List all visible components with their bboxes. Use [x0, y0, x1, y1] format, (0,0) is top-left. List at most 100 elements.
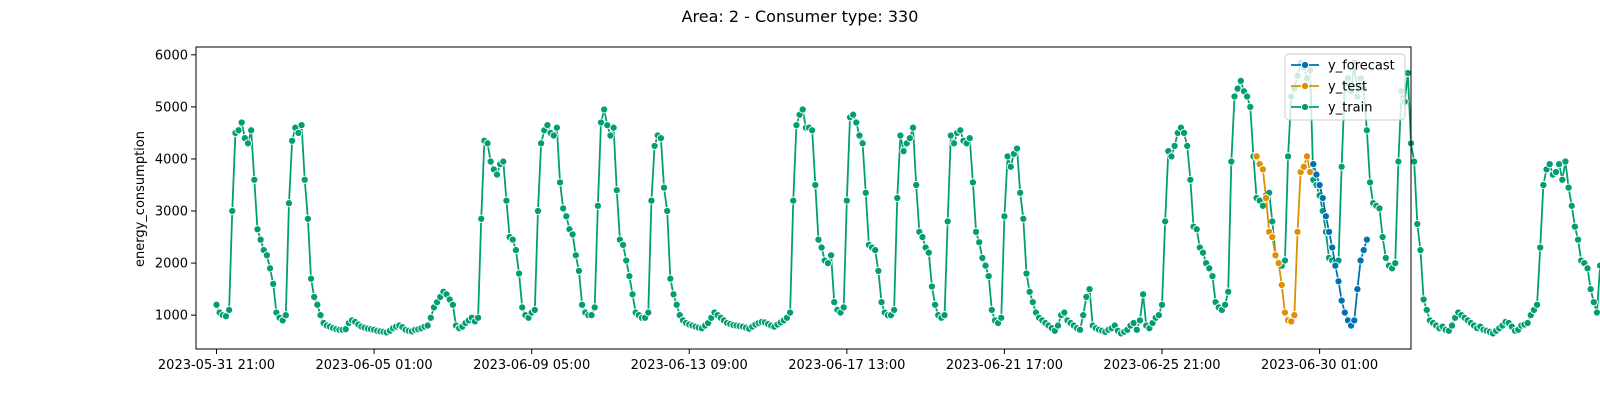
y-tick-label: 2000	[155, 257, 188, 272]
y-train-point	[1574, 236, 1581, 243]
y-train-point	[1379, 233, 1386, 240]
y-train-point	[311, 293, 318, 300]
y-train-point	[474, 314, 481, 321]
y-train-point	[944, 218, 951, 225]
y-train-point	[1423, 306, 1430, 313]
x-tick-label: 2023-06-17 13:00	[788, 358, 905, 373]
y-train-point	[1284, 153, 1291, 160]
y-train-point	[1180, 129, 1187, 136]
y-train-point	[1184, 142, 1191, 149]
y-train-point	[657, 135, 664, 142]
y-test-point	[1272, 252, 1279, 259]
y-train-point	[1524, 319, 1531, 326]
y-test-point	[1269, 233, 1276, 240]
y-train-point	[1590, 299, 1597, 306]
y-train-point	[1013, 145, 1020, 152]
y-train-point	[1171, 142, 1178, 149]
y-train-point	[850, 111, 857, 118]
y-train-point	[941, 312, 948, 319]
y-train-point	[1448, 322, 1455, 329]
y-train-point	[1007, 163, 1014, 170]
y-train-point	[906, 135, 913, 142]
y-train-point	[610, 124, 617, 131]
x-tick-label: 2023-06-09 05:00	[473, 358, 590, 373]
y-train-point	[1140, 291, 1147, 298]
y-train-point	[266, 265, 273, 272]
y-train-point	[919, 233, 926, 240]
y-train-point	[799, 106, 806, 113]
y-train-point	[1587, 286, 1594, 293]
y-train-point	[1187, 176, 1194, 183]
y-train-point	[853, 119, 860, 126]
y-train-point	[909, 124, 916, 131]
legend-label: y_test	[1328, 80, 1367, 95]
y-train-point	[519, 304, 526, 311]
y-train-point	[1193, 226, 1200, 233]
y-train-point	[248, 127, 255, 134]
y-train-point	[1259, 202, 1266, 209]
y-train-point	[818, 244, 825, 251]
y-test-point	[1294, 228, 1301, 235]
y-train-point	[295, 129, 302, 136]
y-train-point	[831, 299, 838, 306]
y-train-point	[972, 228, 979, 235]
y-train-point	[790, 197, 797, 204]
y-train-point	[660, 184, 667, 191]
y-train-point	[913, 181, 920, 188]
y-train-point	[534, 207, 541, 214]
x-tick-label: 2023-05-31 21:00	[158, 358, 275, 373]
y-train-point	[282, 312, 289, 319]
y-train-point	[613, 187, 620, 194]
y-train-point	[1017, 189, 1024, 196]
y-test-point	[1262, 194, 1269, 201]
y-train-point	[1420, 296, 1427, 303]
y-tick-label: 5000	[155, 100, 188, 115]
y-train-point	[601, 106, 608, 113]
y-tick-label: 4000	[155, 152, 188, 167]
y-train-point	[1382, 254, 1389, 261]
y-train-point	[225, 306, 232, 313]
y-train-point	[1029, 299, 1036, 306]
y-train-point	[1221, 301, 1228, 308]
y-train-point	[1559, 176, 1566, 183]
y-train-point	[307, 275, 314, 282]
y-axis-label: energy_consumption	[133, 131, 148, 267]
y-train-point	[1247, 103, 1254, 110]
x-tick-label: 2023-06-25 21:00	[1103, 358, 1220, 373]
y-train-point	[1597, 262, 1600, 269]
y-train-point	[931, 301, 938, 308]
y-train-point	[673, 301, 680, 308]
y-forecast-point	[1351, 317, 1358, 324]
y-train-point	[1533, 301, 1540, 308]
y-forecast-point	[1341, 309, 1348, 316]
y-train-point	[894, 194, 901, 201]
y-train-point	[1076, 326, 1083, 333]
y-train-point	[1023, 270, 1030, 277]
y-train-point	[859, 140, 866, 147]
y-train-point	[1155, 312, 1162, 319]
y-train-point	[503, 197, 510, 204]
y-train-point	[1162, 218, 1169, 225]
y-train-point	[238, 119, 245, 126]
y-train-point	[1338, 163, 1345, 170]
y-train-point	[1054, 322, 1061, 329]
y-train-point	[645, 309, 652, 316]
y-train-point	[1568, 202, 1575, 209]
y-forecast-point	[1357, 257, 1364, 264]
y-forecast-point	[1363, 236, 1370, 243]
y-train-point	[856, 132, 863, 139]
y-train-point	[957, 127, 964, 134]
y-train-point	[607, 132, 614, 139]
y-train-point	[572, 252, 579, 259]
y-train-point	[793, 122, 800, 129]
y-train-point	[629, 291, 636, 298]
y-train-point	[1537, 244, 1544, 251]
y-train-point	[314, 301, 321, 308]
y-train-point	[1562, 158, 1569, 165]
y-train-point	[317, 312, 324, 319]
y-train-point	[619, 241, 626, 248]
y-train-point	[1061, 309, 1068, 316]
y-train-point	[235, 127, 242, 134]
y-train-point	[1083, 293, 1090, 300]
